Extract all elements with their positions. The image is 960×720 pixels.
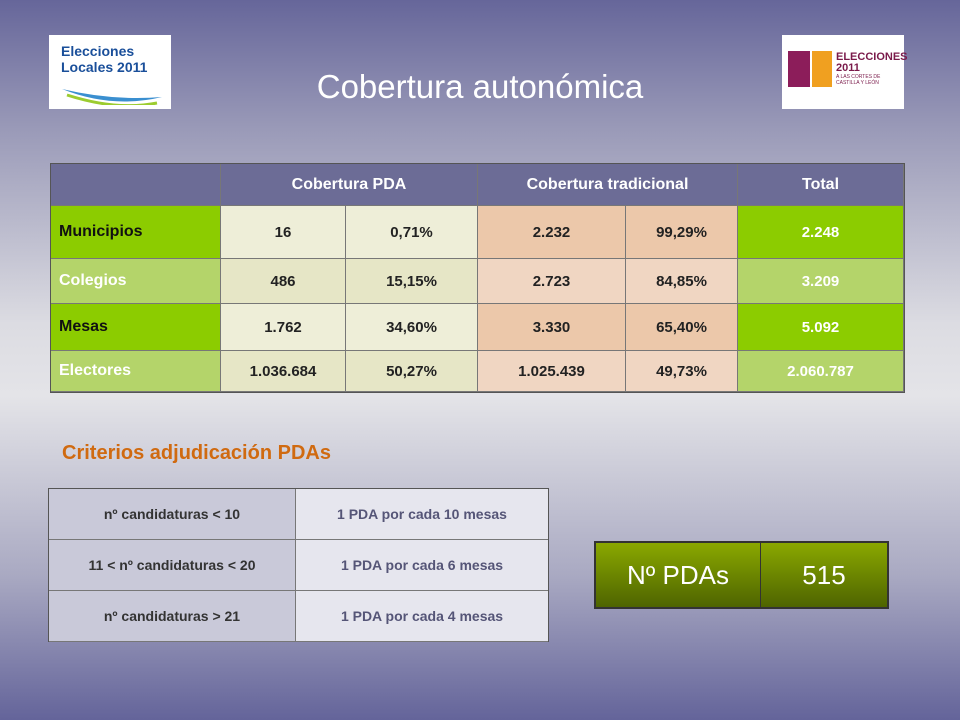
data-cell: 1.025.439 [478,351,626,392]
header-cell: Total [738,164,904,206]
data-cell: 34,60% [346,304,478,351]
logo-text: ELECCIONES 2011 A LAS CORTES DE CASTILLA… [836,51,908,87]
criteria-table: nº candidaturas < 10 1 PDA por cada 10 me… [48,488,549,642]
logo-line: Elecciones [61,43,135,59]
header-cell: Cobertura PDA [221,164,478,206]
data-cell: 15,15% [346,259,478,304]
logo-mark [788,51,810,87]
data-cell: 2.723 [478,259,626,304]
logo-line: A LAS CORTES DE [836,74,881,80]
header-cell [51,164,221,206]
logo-swoosh [62,89,162,105]
data-cell: 99,29% [626,206,738,259]
row-label: Colegios [51,259,221,304]
data-cell: 486 [221,259,346,304]
pdas-box: Nº PDAs 515 [594,541,889,609]
data-cell: 16 [221,206,346,259]
title: Cobertura autonómica [316,68,644,105]
row-label: Mesas [51,304,221,351]
data-cell: 65,40% [626,304,738,351]
criteria-condition: nº candidaturas < 10 [49,489,296,540]
row-label: Municipios [51,206,221,259]
data-cell: 2.232 [478,206,626,259]
criteria-condition: 11 < nº candidaturas < 20 [49,540,296,591]
pdas-value: 515 [802,559,846,590]
row-label: Electores [51,351,221,392]
data-cell: 1.036.684 [221,351,346,392]
coverage-table: Cobertura PDA Cobertura tradicional Total M… [50,163,905,393]
data-cell: 84,85% [626,259,738,304]
data-cell: 50,27% [346,351,478,392]
data-cell: 1.762 [221,304,346,351]
logo-line: Locales 2011 [61,59,148,75]
logo-left: Elecciones Locales 2011 [49,35,171,109]
logo-mark [812,51,832,87]
criteria-condition: nº candidaturas > 21 [49,591,296,642]
data-cell: 0,71% [346,206,478,259]
logo-line: ELECCIONES [836,51,908,63]
data-cell: 3.209 [738,259,904,304]
criteria-rule: 1 PDA por cada 10 mesas [296,489,548,540]
criteria-rule: 1 PDA por cada 4 mesas [296,591,548,642]
criteria-heading: Criterios adjudicación PDAs [62,442,331,464]
pdas-label: Nº PDAs [596,543,761,607]
logo-line: 2011 [836,62,860,74]
data-cell: 5.092 [738,304,904,351]
logo-text: Elecciones Locales 2011 [61,43,147,75]
criteria-rule: 1 PDA por cada 6 mesas [296,540,548,591]
data-cell: 49,73% [626,351,738,392]
logo-right: ELECCIONES 2011 A LAS CORTES DE CASTILLA… [782,35,908,109]
data-cell: 2.248 [738,206,904,259]
data-cell: 3.330 [478,304,626,351]
header-cell: Cobertura tradicional [478,164,738,206]
data-cell: 2.060.787 [738,351,904,392]
logo-line: CASTILLA Y LEÓN [836,80,879,86]
